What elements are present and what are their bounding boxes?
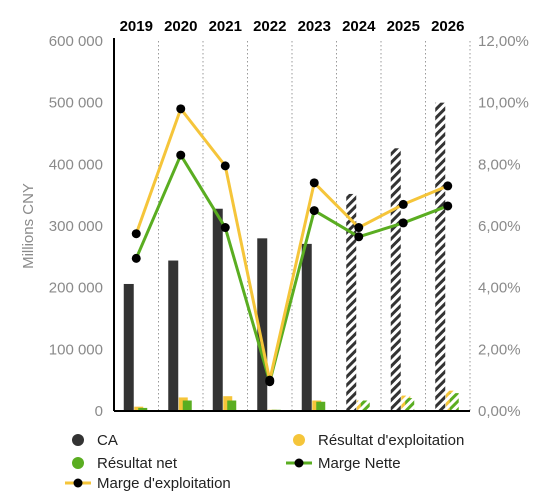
y2-tick-label: 12,00% [478, 33, 529, 50]
bar-ca-2021 [212, 208, 223, 411]
lines [131, 104, 453, 387]
point-marge-nette-2021 [220, 223, 230, 233]
point-marge-nette-2025 [398, 218, 408, 228]
point-marge-d-exploitation-2022 [265, 375, 275, 385]
legend-label: Marge Nette [318, 455, 401, 472]
x-tick-label-2025: 2025 [387, 18, 420, 35]
bar-resultat-net-2019 [138, 407, 148, 411]
legend-marker-dot [294, 458, 304, 468]
y-axis-title: Millions CNY [20, 183, 37, 269]
labels: 0 100 000 200 000 300 000 400 000 500 000 600 … [20, 18, 529, 420]
y2-tick-label: 2,00% [478, 341, 521, 358]
y-tick-label: 400 000 [49, 156, 103, 173]
x-tick-label-2026: 2026 [431, 18, 464, 35]
legend-item-resultat-net: Résultat net [72, 455, 178, 472]
legend: CA Résultat d'exploitation Résultat net Mar… [65, 432, 464, 492]
point-marge-d-exploitation-2024 [354, 223, 364, 233]
legend-item-marge-d-exploitation: Marge d'exploitation [65, 475, 231, 492]
y-tick-label: 200 000 [49, 280, 103, 297]
point-marge-d-exploitation-2021 [220, 161, 230, 171]
point-marge-nette-2024 [354, 232, 364, 242]
point-marge-nette-2019 [131, 253, 141, 263]
y2-tick-label: 8,00% [478, 156, 521, 173]
legend-marker [293, 434, 305, 446]
bar-resultat-net-2023 [316, 401, 326, 411]
y2-tick-label: 0,00% [478, 403, 521, 420]
y-tick-label: 0 [95, 403, 103, 420]
legend-item-ca: CA [72, 432, 118, 449]
y-tick-label: 300 000 [49, 218, 103, 235]
legend-label: Marge d'exploitation [97, 475, 231, 492]
axes [113, 38, 470, 412]
bar-ca-2020 [168, 260, 179, 411]
bar-ca-2025 [390, 148, 401, 412]
point-marge-d-exploitation-2026 [443, 181, 453, 191]
bars [123, 102, 459, 412]
legend-marker [72, 457, 84, 469]
y-tick-label: 500 000 [49, 95, 103, 112]
x-tick-label-2022: 2022 [253, 18, 286, 35]
bar-resultat-net-2026 [449, 393, 459, 411]
point-marge-d-exploitation-2019 [131, 229, 141, 239]
legend-marker-dot [73, 478, 83, 488]
point-marge-d-exploitation-2023 [309, 178, 319, 188]
y2-tick-label: 4,00% [478, 280, 521, 297]
point-marge-d-exploitation-2020 [176, 104, 186, 114]
point-marge-nette-2020 [176, 150, 186, 160]
legend-item-resultat-d-exploitation: Résultat d'exploitation [293, 432, 464, 449]
line-marge-nette [134, 153, 449, 384]
x-tick-label-2020: 2020 [164, 18, 197, 35]
bar-ca-2019 [123, 283, 134, 411]
bar-ca-2023 [301, 243, 312, 411]
y-tick-label: 100 000 [49, 341, 103, 358]
legend-label: Résultat d'exploitation [318, 432, 464, 449]
legend-label: CA [97, 432, 118, 449]
y-tick-label: 600 000 [49, 33, 103, 50]
vertical-gridlines [158, 41, 471, 411]
y2-tick-label: 6,00% [478, 218, 521, 235]
legend-marker [72, 434, 84, 446]
bar-ca-2024 [346, 193, 357, 411]
x-tick-label-2021: 2021 [209, 18, 242, 35]
point-marge-nette-2026 [443, 201, 453, 211]
x-tick-label-2023: 2023 [298, 18, 331, 35]
x-tick-label-2019: 2019 [120, 18, 153, 35]
y2-tick-label: 10,00% [478, 95, 529, 112]
point-marge-nette-2023 [309, 206, 319, 216]
bar-resultat-net-2020 [182, 400, 192, 411]
bar-resultat-net-2024 [360, 400, 370, 411]
bar-resultat-net-2025 [405, 398, 415, 411]
line-marge-d-exploitation [134, 107, 449, 382]
x-tick-label-2024: 2024 [342, 18, 376, 35]
legend-item-marge-nette: Marge Nette [286, 455, 401, 472]
bar-ca-2026 [435, 102, 446, 412]
bar-ca-2022 [257, 238, 268, 411]
point-marge-d-exploitation-2025 [398, 199, 408, 209]
bar-resultat-net-2021 [227, 400, 237, 411]
legend-label: Résultat net [97, 455, 178, 472]
